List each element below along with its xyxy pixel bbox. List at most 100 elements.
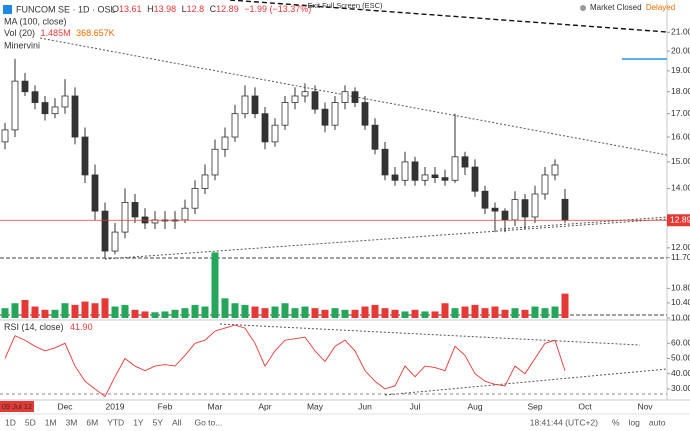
volume-ma-value: 368.657K <box>76 28 115 38</box>
volume-bar <box>561 293 569 318</box>
range-button[interactable]: YTD <box>107 417 124 427</box>
candle-body <box>71 95 79 138</box>
symbol: FUNCOM SE · 1D · OSL <box>16 4 116 14</box>
volume-bar <box>301 306 309 318</box>
exit-fullscreen[interactable]: Exit Full Screen (ESC) <box>307 1 383 10</box>
ohlc-label: C <box>210 4 217 14</box>
candle-body <box>91 174 99 212</box>
volume-bar <box>281 303 289 318</box>
rsi-legend[interactable]: RSI (14, close) 41.90 <box>4 322 93 332</box>
y-tick-label: 15.00 <box>671 156 690 166</box>
volume-bar <box>171 309 179 318</box>
candle-body <box>121 202 129 233</box>
status: Market Closed <box>590 3 642 12</box>
candle-body <box>241 95 249 115</box>
range-button[interactable]: 6M <box>86 417 98 427</box>
volume-bar <box>81 301 89 318</box>
candle-body <box>251 95 259 115</box>
volume-bar <box>461 306 469 318</box>
volume-bar <box>231 303 239 318</box>
candle-body <box>191 188 199 209</box>
volume-bar <box>71 304 79 318</box>
candle-body <box>261 113 269 143</box>
volume-bar <box>1 308 9 318</box>
y-tick-label: 50.00 <box>671 353 690 363</box>
toolbar: 1D 5D 1M 3M 6M YTD 1Y 5Y All Go to... 18:41:44 (UT… <box>5 417 666 427</box>
trend-line <box>229 0 668 33</box>
x-tick-label: Jul <box>410 401 421 411</box>
range-button[interactable]: 1Y <box>133 417 144 427</box>
goto-button[interactable]: Go to... <box>194 417 222 427</box>
candle-body <box>291 95 299 103</box>
trend-line <box>104 218 668 260</box>
clock: 18:41:44 (UTC+2) <box>530 417 598 427</box>
scale-option[interactable]: % <box>612 417 620 427</box>
volume-bar <box>361 306 369 318</box>
candle-body <box>361 102 369 126</box>
crosshair-date: 09 Jul 12 <box>2 402 32 411</box>
indicator-ma[interactable]: MA (100, close) <box>4 16 67 26</box>
scale-option[interactable]: log <box>629 417 641 427</box>
volume-bar <box>291 308 299 318</box>
volume-bar <box>51 309 59 318</box>
range-button[interactable]: 1D <box>5 417 16 427</box>
range-button[interactable]: 5D <box>25 417 36 427</box>
x-tick-label: 2019 <box>106 401 125 411</box>
volume-bar <box>351 309 359 318</box>
volume-bar <box>491 306 499 318</box>
candle-body <box>311 91 319 110</box>
range-button[interactable]: 3M <box>66 417 78 427</box>
volume-bar <box>521 309 529 318</box>
candle-body <box>461 156 469 168</box>
volume-bar <box>311 308 319 318</box>
candle-body <box>401 161 409 181</box>
candle-body <box>341 91 349 103</box>
range-button[interactable]: All <box>172 417 182 427</box>
volume-bar <box>451 308 459 318</box>
volume-bar <box>401 311 409 318</box>
volume-bar <box>321 309 329 318</box>
candle-body <box>391 174 399 181</box>
volume-bar <box>411 309 419 318</box>
candle-body <box>201 174 209 189</box>
candle-body <box>51 106 59 115</box>
volume-bar <box>211 252 219 318</box>
volume-bar <box>241 304 249 318</box>
y-tick-label: 16.00 <box>671 131 690 141</box>
volume-bar <box>391 309 399 318</box>
candle-body <box>471 166 479 192</box>
volume-bar <box>121 304 129 318</box>
range-button[interactable]: 5Y <box>153 417 164 427</box>
x-tick-label: Aug <box>467 401 482 411</box>
x-tick-label: Sep <box>527 401 542 411</box>
volume-bar <box>501 309 509 318</box>
volume-bar <box>421 311 429 318</box>
candle-body <box>111 231 119 252</box>
candle-body <box>551 164 559 176</box>
indicator-name: Vol (20) <box>4 28 35 38</box>
y-tick-label: 17.00 <box>671 108 690 118</box>
price-axis: 21.00 20.00 19.00 18.00 17.00 16.00 15.00 14.00… <box>667 27 690 322</box>
y-tick-label: 21.00 <box>671 27 690 37</box>
volume-bar <box>471 304 479 318</box>
candle-body <box>271 124 279 143</box>
range-button[interactable]: 1M <box>45 417 57 427</box>
volume-bar <box>41 309 49 318</box>
rsi-axis: 60.00 50.00 40.00 30.00 <box>667 338 690 393</box>
ohlc-label: H <box>147 4 154 14</box>
delay: Delayed <box>646 3 675 12</box>
x-tick-label: Oct <box>578 401 592 411</box>
volume-bar <box>101 298 109 318</box>
volume-bar <box>11 303 19 318</box>
scale-option[interactable]: auto <box>649 417 666 427</box>
candle-body <box>441 177 449 181</box>
indicator-volume[interactable]: Vol (20) 1.485M 368.657K <box>4 28 115 38</box>
ohlc-label: L <box>182 4 187 14</box>
y-tick-label: 20.00 <box>671 45 690 55</box>
volume-bar <box>21 299 29 318</box>
volume-bar <box>161 311 169 318</box>
rsi-trend-line <box>384 368 668 396</box>
candle-body <box>1 129 9 143</box>
indicator-minervini[interactable]: Minervini <box>4 40 40 50</box>
